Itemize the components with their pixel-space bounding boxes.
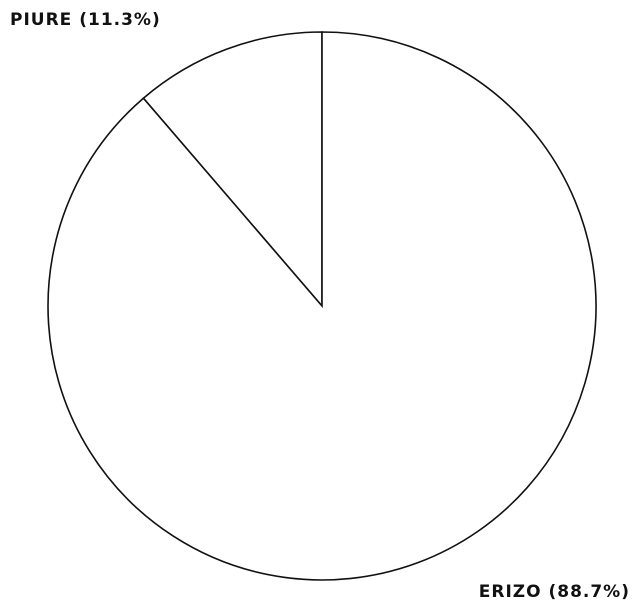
pie-slice [47, 31, 597, 581]
category-label: PIURE [10, 10, 72, 30]
slice-label: PIURE (11.3%) [10, 10, 161, 30]
spacer [542, 582, 549, 602]
spacer [72, 10, 79, 30]
value-label: (11.3%) [79, 10, 161, 30]
pie-slice [142, 31, 323, 309]
category-label: ERIZO [479, 582, 542, 602]
slice-label: ERIZO (88.7%) [479, 582, 630, 602]
value-label: (88.7%) [548, 582, 630, 602]
